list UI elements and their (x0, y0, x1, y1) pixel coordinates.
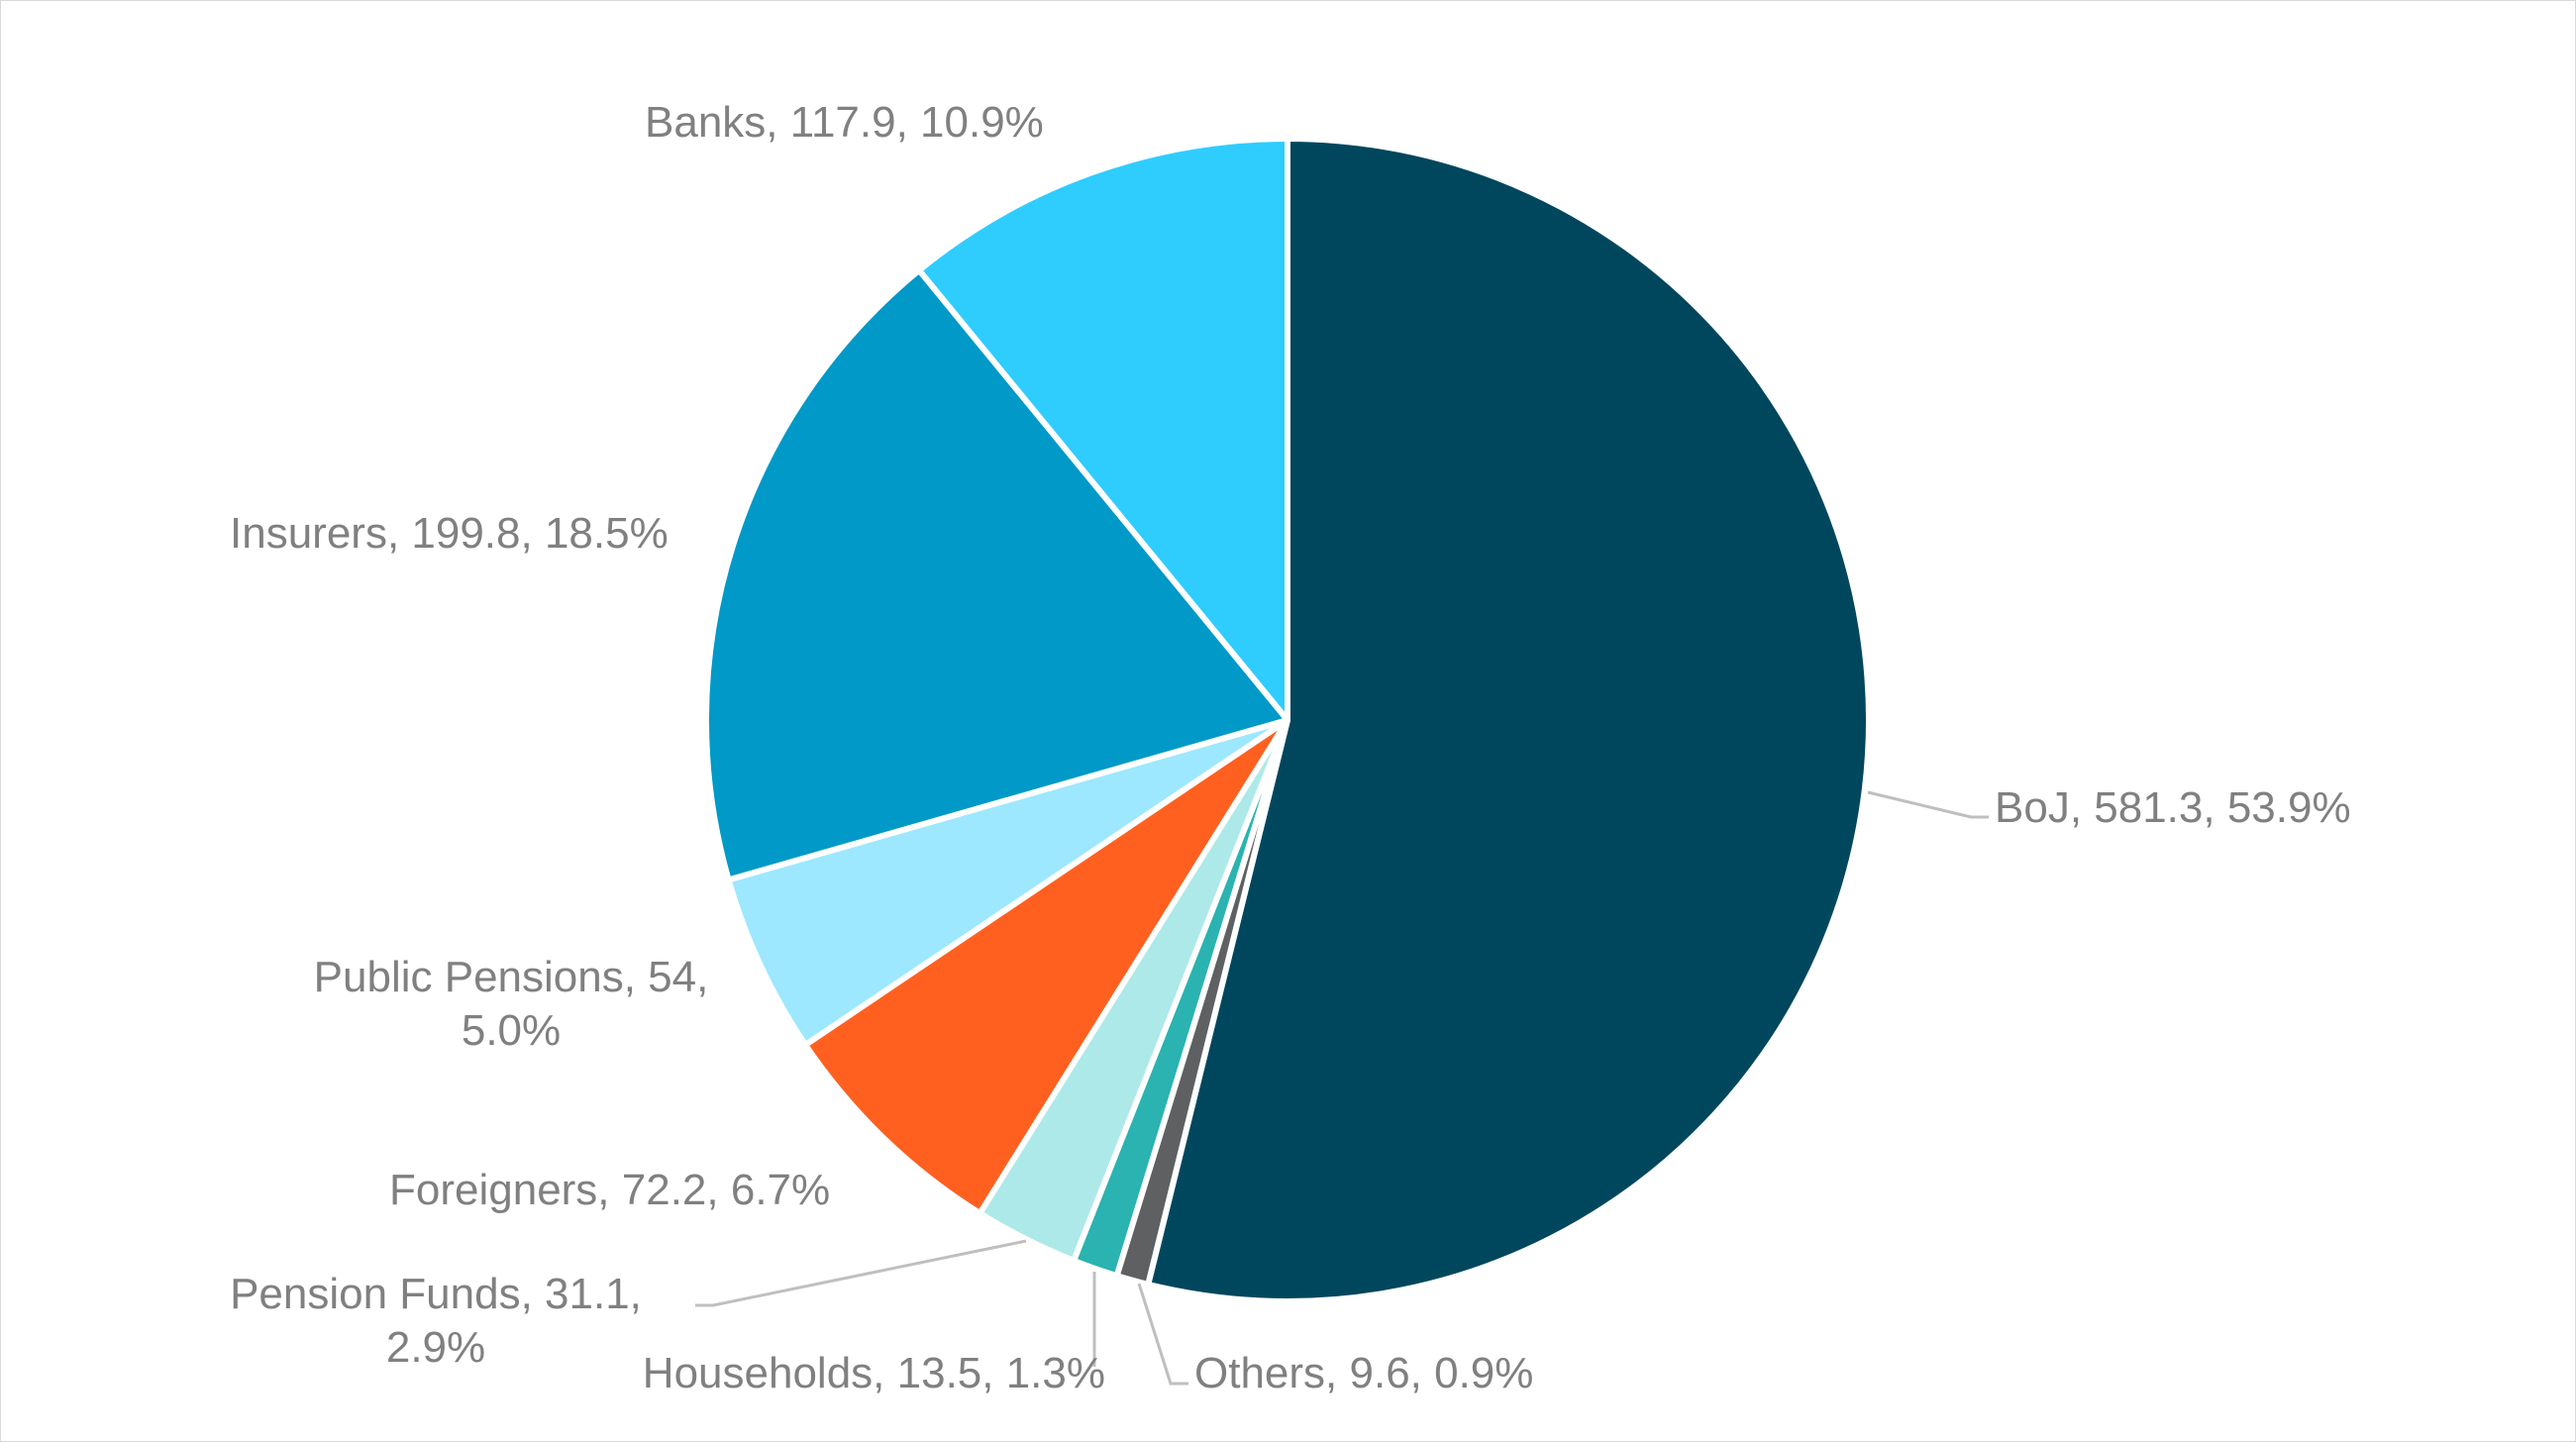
slice-boj (1145, 136, 1873, 1304)
leader-line-boj (1867, 790, 1989, 819)
slice-foreigners (802, 717, 1290, 1217)
data-label-boj: BoJ, 581.3, 53.9% (1995, 783, 2351, 832)
slice-insurers (703, 266, 1290, 883)
pie-slices (703, 136, 1873, 1304)
data-label-pension-funds: Pension Funds, 31.1, 2.9% (230, 1270, 642, 1372)
data-label-public-pensions: Public Pensions, 54, 5.0% (314, 953, 709, 1055)
slice-banks (916, 136, 1290, 723)
data-labels: BoJ, 581.3, 53.9% Others, 9.6, 0.9% Househ… (230, 98, 2351, 1397)
slice-public-pensions (725, 717, 1290, 1048)
leader-lines (695, 790, 1989, 1386)
data-label-foreigners: Foreigners, 72.2, 6.7% (389, 1166, 830, 1214)
leader-line-others (1137, 1283, 1188, 1386)
leader-line-pension-funds (695, 1239, 1027, 1307)
data-label-others: Others, 9.6, 0.9% (1194, 1349, 1533, 1397)
data-label-insurers: Insurers, 199.8, 18.5% (230, 509, 669, 558)
data-label-banks: Banks, 117.9, 10.9% (645, 98, 1044, 147)
data-label-households: Households, 13.5, 1.3% (643, 1349, 1105, 1397)
